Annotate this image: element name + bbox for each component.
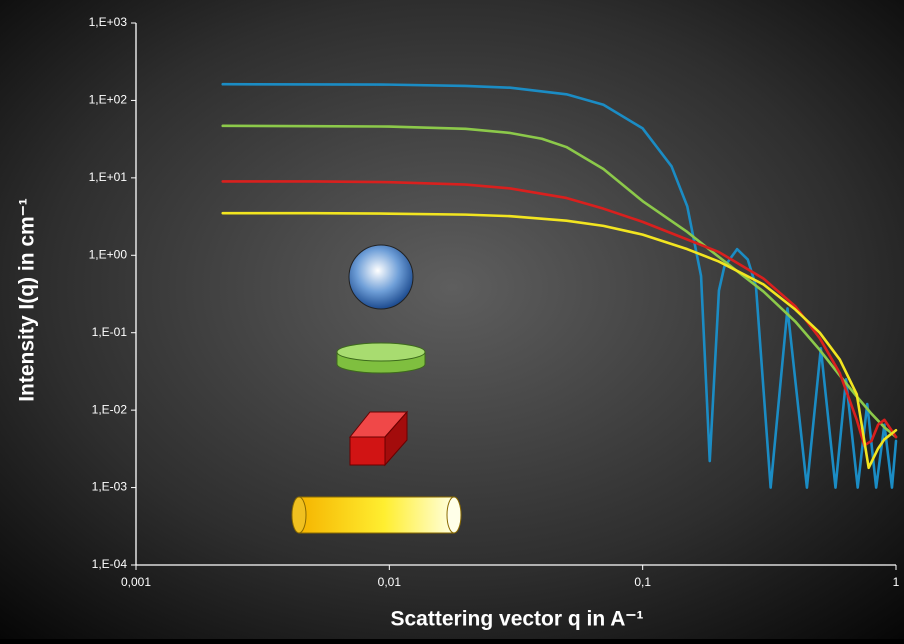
shape-icons — [291, 244, 462, 534]
x-axis-title: Scattering vector q in A⁻¹ — [390, 608, 643, 631]
y-tick-label: 1,E+00 — [89, 247, 128, 261]
x-tick-label: 1 — [893, 575, 900, 589]
axes: 1,E-04 1,E-03 1,E-02 1,E-01 1,E+00 1,E+01 1,E+… — [89, 15, 900, 589]
x-tick-label: 0,1 — [634, 575, 651, 589]
series-line — [221, 180, 898, 447]
y-tick-label: 1,E-02 — [92, 402, 128, 416]
rod-icon — [291, 496, 462, 534]
plot-lines — [221, 82, 898, 489]
y-tick-label: 1,E+01 — [89, 170, 128, 184]
y-tick-label: 1,E-03 — [92, 480, 128, 494]
series-line — [221, 211, 898, 470]
y-tick-label: 1,E-04 — [92, 557, 128, 571]
y-tick-label: 1,E-01 — [92, 325, 128, 339]
disk-icon — [336, 342, 426, 374]
y-axis-title: Intensity I(q) in cm⁻¹ — [16, 198, 39, 402]
y-tick-label: 1,E+02 — [89, 93, 128, 107]
y-tick-label: 1,E+03 — [89, 15, 128, 29]
series-line — [221, 82, 898, 489]
cube-icon — [348, 410, 409, 467]
sphere-icon — [348, 244, 414, 310]
x-tick-label: 0,01 — [378, 575, 402, 589]
x-tick-label: 0,001 — [121, 575, 151, 589]
